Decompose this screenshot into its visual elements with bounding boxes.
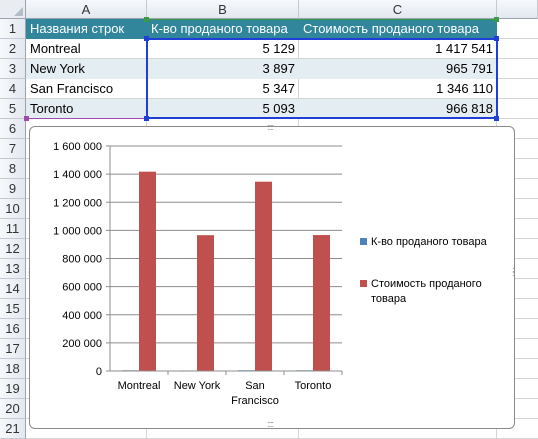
range-highlight-border <box>146 38 498 40</box>
cell-city[interactable]: Toronto <box>26 99 147 119</box>
embedded-chart[interactable]: :::: :::: :: :: 0 200 000 400 000 600 000 80… <box>28 122 515 429</box>
cell-cost[interactable]: 1 346 110 <box>436 81 493 96</box>
cell-qty[interactable]: 3 897 <box>147 59 299 79</box>
column-header-d[interactable] <box>497 0 538 19</box>
row-header-16[interactable]: 16 <box>0 319 26 339</box>
row-header-2[interactable]: 2 <box>0 39 26 59</box>
range-resize-handle[interactable] <box>494 116 499 121</box>
row-header-19[interactable]: 19 <box>0 379 26 399</box>
y-tick-label: 600 000 <box>62 282 102 294</box>
y-tick-label: 200 000 <box>62 338 102 350</box>
row-header-21[interactable]: 21 <box>0 419 26 439</box>
header-cell-qty[interactable]: К-во проданого товара <box>147 19 299 39</box>
y-tick-label: 1 000 000 <box>53 225 102 237</box>
cell-qty[interactable]: 5 093 <box>147 99 299 119</box>
header-cell-cost[interactable]: Стоимость проданого товара <box>299 19 497 39</box>
cell-city[interactable]: New York <box>26 59 147 79</box>
row-header-18[interactable]: 18 <box>0 359 26 379</box>
x-tick-label: Toronto <box>295 380 332 392</box>
x-tick-label: San <box>245 380 265 392</box>
row-header-4[interactable]: 4 <box>0 79 26 99</box>
legend-label: товара <box>371 293 407 305</box>
cell-cost[interactable]: 966 818 <box>299 99 497 119</box>
row-header-9[interactable]: 9 <box>0 179 26 199</box>
series-name-range-border <box>147 19 497 20</box>
row-header-12[interactable]: 12 <box>0 239 26 259</box>
cell-city[interactable]: Montreal <box>30 41 81 56</box>
chart-resize-handle-top[interactable]: :::: <box>267 122 274 132</box>
range-resize-handle[interactable] <box>144 116 149 121</box>
range-resize-handle[interactable] <box>144 36 149 41</box>
row-header-1[interactable]: 1 <box>0 19 26 39</box>
row-header-6[interactable]: 6 <box>0 119 26 139</box>
chart-legend: К-во проданого товара Стоимость проданого… <box>360 236 488 305</box>
column-header-a[interactable]: A <box>26 0 147 19</box>
bar-cost <box>313 235 330 371</box>
bar-cost <box>197 235 214 371</box>
y-tick-label: 1 400 000 <box>53 169 102 181</box>
select-all-corner[interactable] <box>0 0 26 19</box>
legend-swatch <box>360 238 367 245</box>
range-resize-handle[interactable] <box>144 17 149 22</box>
chart-y-axis: 0 200 000 400 000 600 000 800 000 1 000 000 1 … <box>53 141 111 378</box>
range-highlight-border <box>146 117 498 119</box>
cell-qty[interactable]: 5 129 <box>262 41 295 56</box>
y-tick-label: 1 600 000 <box>53 141 102 153</box>
chart-resize-handle-left[interactable]: :: <box>28 265 31 278</box>
range-resize-handle[interactable] <box>494 36 499 41</box>
range-highlight-border <box>496 38 498 119</box>
column-header-b[interactable]: B <box>147 0 299 19</box>
x-tick-label: New York <box>174 380 221 392</box>
legend-swatch <box>360 280 367 287</box>
row-header-17[interactable]: 17 <box>0 339 26 359</box>
bar-cost <box>255 181 272 371</box>
row-header-11[interactable]: 11 <box>0 219 26 239</box>
row-header-7[interactable]: 7 <box>0 139 26 159</box>
legend-label: Стоимость проданого <box>371 278 482 290</box>
chart-resize-handle-right[interactable]: :: <box>512 265 515 278</box>
row-header-8[interactable]: 8 <box>0 159 26 179</box>
range-highlight-border <box>146 38 148 119</box>
row-header-3[interactable]: 3 <box>0 59 26 79</box>
cell-city[interactable]: San Francisco <box>30 81 114 96</box>
chart-resize-handle-bottom[interactable]: :::: <box>267 419 274 429</box>
x-tick-label: Montreal <box>118 380 161 392</box>
header-cell-row-labels[interactable]: Названия строк <box>26 19 147 39</box>
y-tick-label: 800 000 <box>62 254 102 266</box>
chart-canvas: 0 200 000 400 000 600 000 800 000 1 000 000 1 … <box>53 141 488 407</box>
column-header-c[interactable]: C <box>299 0 497 19</box>
cell-cost[interactable]: 1 417 541 <box>435 41 493 56</box>
bar-cost <box>139 171 156 371</box>
y-tick-label: 1 200 000 <box>53 197 102 209</box>
cell-qty[interactable]: 5 347 <box>262 81 295 96</box>
legend-label: К-во проданого товара <box>371 236 488 248</box>
range-resize-handle[interactable] <box>24 116 29 121</box>
row-header-10[interactable]: 10 <box>0 199 26 219</box>
chart-x-axis: Montreal New York San Francisco Toronto <box>110 370 343 407</box>
chart-bars <box>122 171 330 372</box>
row-header-15[interactable]: 15 <box>0 299 26 319</box>
x-tick-label: Francisco <box>231 395 279 407</box>
y-tick-label: 0 <box>96 366 102 378</box>
row-header-13[interactable]: 13 <box>0 259 26 279</box>
cell-cost[interactable]: 965 791 <box>299 59 497 79</box>
range-resize-handle[interactable] <box>494 17 499 22</box>
row-header-5[interactable]: 5 <box>0 99 26 119</box>
y-tick-label: 400 000 <box>62 310 102 322</box>
row-header-14[interactable]: 14 <box>0 279 26 299</box>
row-header-20[interactable]: 20 <box>0 399 26 419</box>
category-range-border <box>26 118 147 119</box>
